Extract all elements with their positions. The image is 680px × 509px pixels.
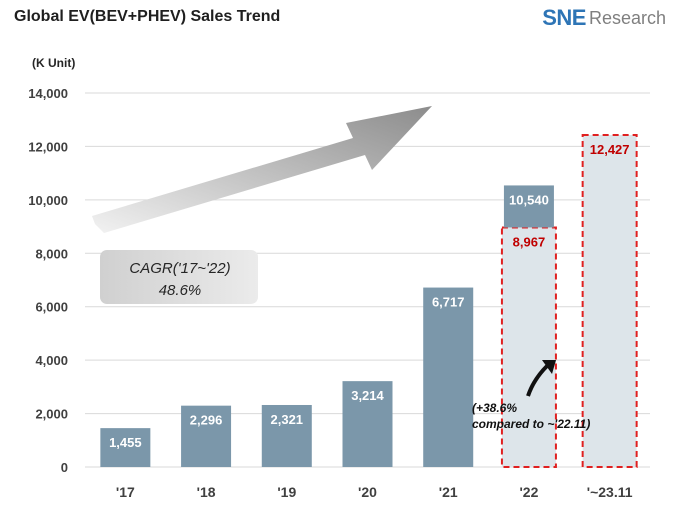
bar-value-label: 1,455 (109, 435, 142, 450)
bar-value-label: 3,214 (351, 388, 384, 403)
bar (100, 428, 151, 467)
x-tick-label: '20 (358, 484, 377, 500)
y-tick-label: 4,000 (35, 353, 68, 368)
highlight-bar (581, 134, 638, 468)
growth-annotation: (+38.6% compared to ~'22.11) (472, 360, 590, 431)
y-tick-label: 10,000 (28, 193, 68, 208)
x-tick-label: '~23.11 (587, 484, 633, 500)
bar (342, 381, 393, 467)
bar-value-label: 10,540 (509, 192, 549, 207)
cagr-label: CAGR('17~'22) (129, 260, 230, 277)
chart-title: Global EV(BEV+PHEV) Sales Trend (14, 8, 281, 25)
bar-value-label: 6,717 (432, 295, 465, 310)
bar (503, 185, 554, 228)
y-tick-label: 2,000 (35, 407, 68, 422)
highlight-value-label: 12,427 (590, 142, 630, 157)
y-tick-label: 0 (61, 460, 68, 475)
cagr-callout: CAGR('17~'22) 48.6% (100, 250, 258, 304)
unit-label: (K Unit) (32, 56, 76, 70)
bar (181, 405, 232, 467)
bar (261, 404, 312, 467)
highlight-value-label: 8,967 (513, 234, 546, 249)
bar-value-label: 2,321 (271, 412, 304, 427)
logo-brand-text: SNE (542, 5, 586, 30)
bar-value-label: 2,296 (190, 413, 223, 428)
x-tick-label: '17 (116, 484, 135, 500)
y-tick-label: 12,000 (28, 139, 68, 154)
growth-line-2: compared to ~'22.11) (472, 417, 590, 431)
y-tick-label: 8,000 (35, 246, 68, 261)
y-tick-label: 6,000 (35, 300, 68, 315)
cagr-value: 48.6% (159, 282, 202, 299)
arrow-head-icon (542, 360, 556, 374)
x-tick-label: '18 (197, 484, 216, 500)
sne-research-logo: SNE Research (542, 4, 666, 32)
trend-arrow (92, 106, 432, 233)
x-tick-label: '19 (277, 484, 296, 500)
logo-research-text: Research (588, 7, 666, 28)
curved-arrow-icon (526, 364, 549, 397)
x-tick-label: '21 (439, 484, 458, 500)
x-tick-label: '22 (519, 484, 538, 500)
bar (423, 287, 474, 467)
highlight-bar (500, 226, 557, 468)
y-tick-label: 14,000 (28, 86, 68, 101)
growth-line-1: (+38.6% (472, 401, 517, 415)
